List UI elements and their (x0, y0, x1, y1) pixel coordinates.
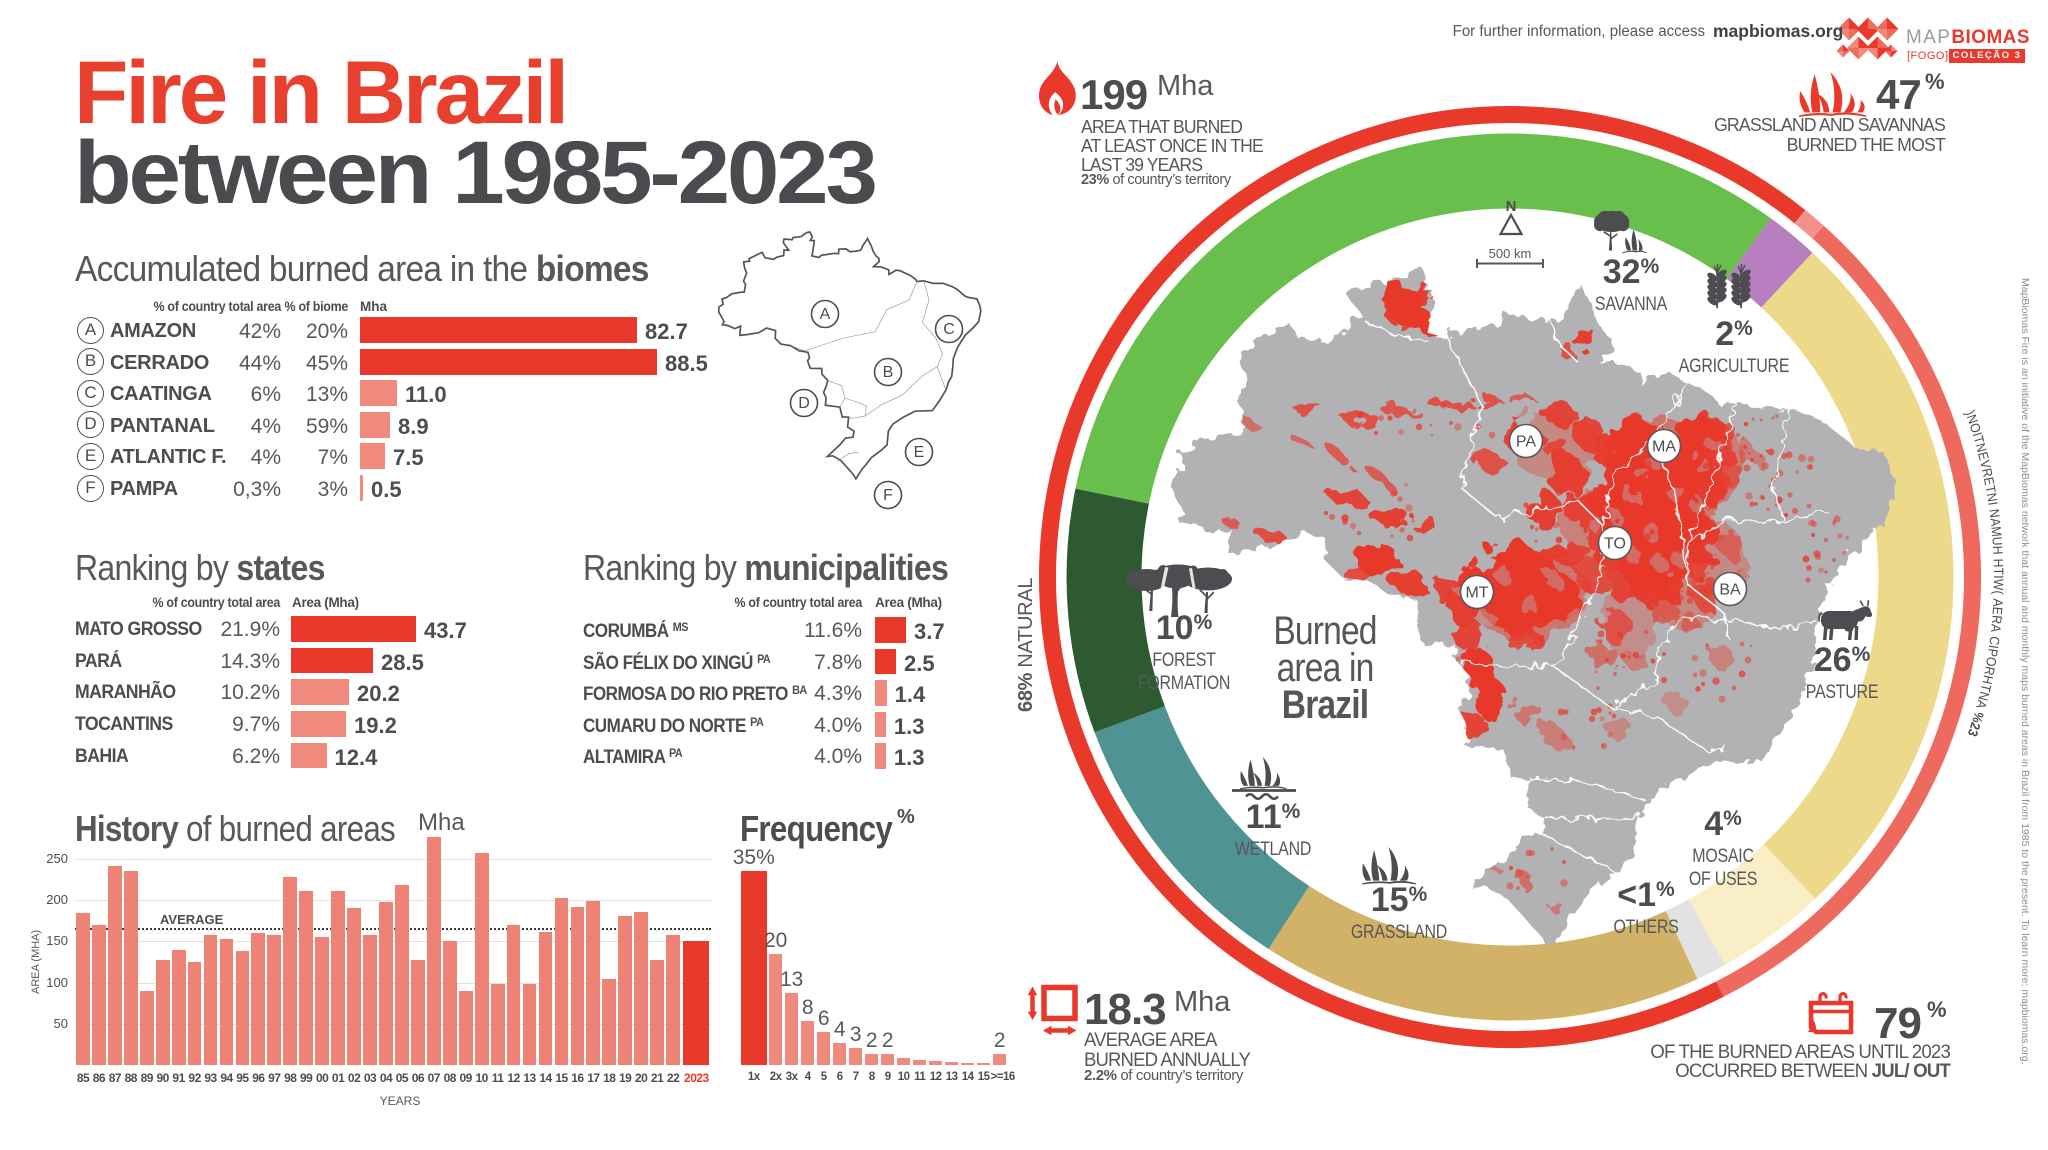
svg-text:N: N (1986, 508, 2003, 519)
svg-text:A: A (1990, 598, 2006, 607)
svg-text:D: D (798, 395, 810, 412)
svg-text:I: I (1969, 430, 1985, 438)
svg-text:T: T (1991, 568, 2007, 576)
svg-text:P: P (1984, 648, 2001, 658)
svg-text:TO: TO (1604, 536, 1626, 553)
svg-text:I: I (1985, 501, 2001, 507)
svg-text:N: N (1984, 492, 2001, 503)
svg-text:H: H (1979, 674, 1996, 686)
svg-text:T: T (1982, 484, 1999, 494)
svg-text:C: C (943, 321, 955, 338)
svg-text:MT: MT (1465, 585, 1488, 602)
svg-text:N: N (1972, 441, 1990, 454)
svg-text:500 km: 500 km (1489, 246, 1532, 261)
svg-text:I: I (1986, 644, 2002, 650)
svg-text:W: W (1991, 579, 2007, 592)
svg-text:A: A (820, 306, 831, 323)
svg-text:A: A (1988, 623, 2005, 633)
svg-text:T: T (1970, 434, 1987, 446)
svg-text:MA: MA (1652, 439, 1676, 456)
svg-text:E: E (1989, 606, 2005, 615)
svg-text:O: O (1966, 421, 1984, 435)
svg-text:R: R (1979, 467, 1996, 479)
svg-text:I: I (1991, 575, 2007, 578)
svg-text:V: V (1977, 458, 1994, 470)
svg-text:N: N (1506, 198, 1517, 215)
svg-text:%: % (1969, 710, 1987, 725)
svg-text:H: H (1990, 545, 2006, 555)
svg-text:A: A (1987, 517, 2004, 527)
svg-text:2: 2 (1967, 721, 1984, 732)
svg-text:E: E (1981, 476, 1998, 487)
svg-text:E: E (914, 444, 925, 461)
svg-text:BA: BA (1719, 582, 1741, 599)
svg-text:C: C (1986, 635, 2003, 646)
svg-text:U: U (1989, 536, 2005, 546)
svg-text:E: E (1975, 450, 1992, 462)
svg-text:(: ( (1991, 590, 2007, 595)
svg-text:): ) (1962, 408, 1978, 417)
svg-text:N: N (1975, 690, 1992, 702)
svg-text:PA: PA (1516, 434, 1536, 451)
svg-text:R: R (1989, 615, 2005, 625)
svg-text:3: 3 (1965, 727, 1982, 738)
svg-text:M: M (1988, 526, 2005, 538)
svg-text:B: B (883, 364, 894, 381)
svg-text:H: H (1991, 558, 2007, 567)
svg-text:O: O (1983, 656, 2000, 668)
svg-text:R: R (1981, 665, 1998, 677)
svg-text:F: F (883, 487, 893, 504)
svg-text:T: T (1977, 683, 1994, 694)
